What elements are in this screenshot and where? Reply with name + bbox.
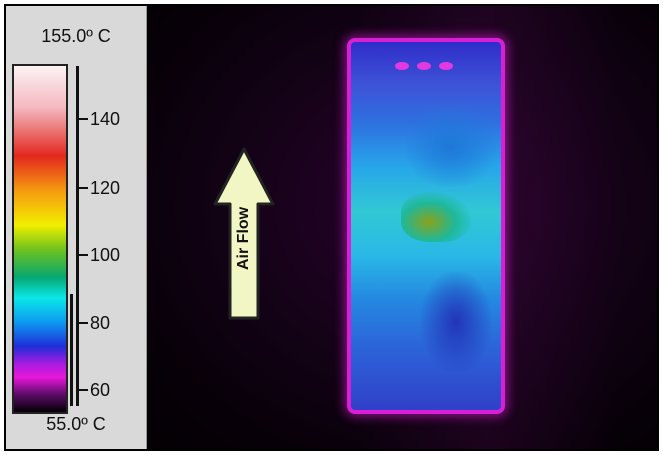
scale-tick-label: 80 xyxy=(90,313,111,333)
scale-axis-line xyxy=(76,66,79,406)
color-scale-bar xyxy=(12,64,68,414)
air-flow-label: Air Flow xyxy=(235,206,252,270)
cool-region xyxy=(406,107,496,187)
scale-tick-label: 120 xyxy=(90,178,121,198)
thermal-image-frame: 155.0º C 140 120 100 80 60 55.0º C Air F… xyxy=(4,4,659,451)
thermal-scene: Air Flow xyxy=(147,6,657,449)
scale-tick xyxy=(76,389,88,391)
hot-pin xyxy=(417,62,431,70)
cool-region xyxy=(421,272,491,372)
scale-marker-line xyxy=(70,294,73,406)
scale-tick-label: 140 xyxy=(90,109,121,129)
scale-tick xyxy=(76,254,88,256)
scale-tick-label: 100 xyxy=(90,245,121,265)
scale-tick xyxy=(76,118,88,120)
temperature-legend: 155.0º C 140 120 100 80 60 55.0º C xyxy=(6,6,147,449)
hot-pin xyxy=(439,62,453,70)
legend-min-temp: 55.0º C xyxy=(46,414,106,434)
scale-tick-label: 60 xyxy=(90,380,111,400)
scale-tick xyxy=(76,187,88,189)
scale-tick xyxy=(76,322,88,324)
hot-spot xyxy=(401,192,471,242)
legend-max-temp: 155.0º C xyxy=(41,26,111,46)
up-arrow-icon xyxy=(213,147,275,320)
heated-device xyxy=(347,38,505,414)
hot-pin xyxy=(395,62,409,70)
